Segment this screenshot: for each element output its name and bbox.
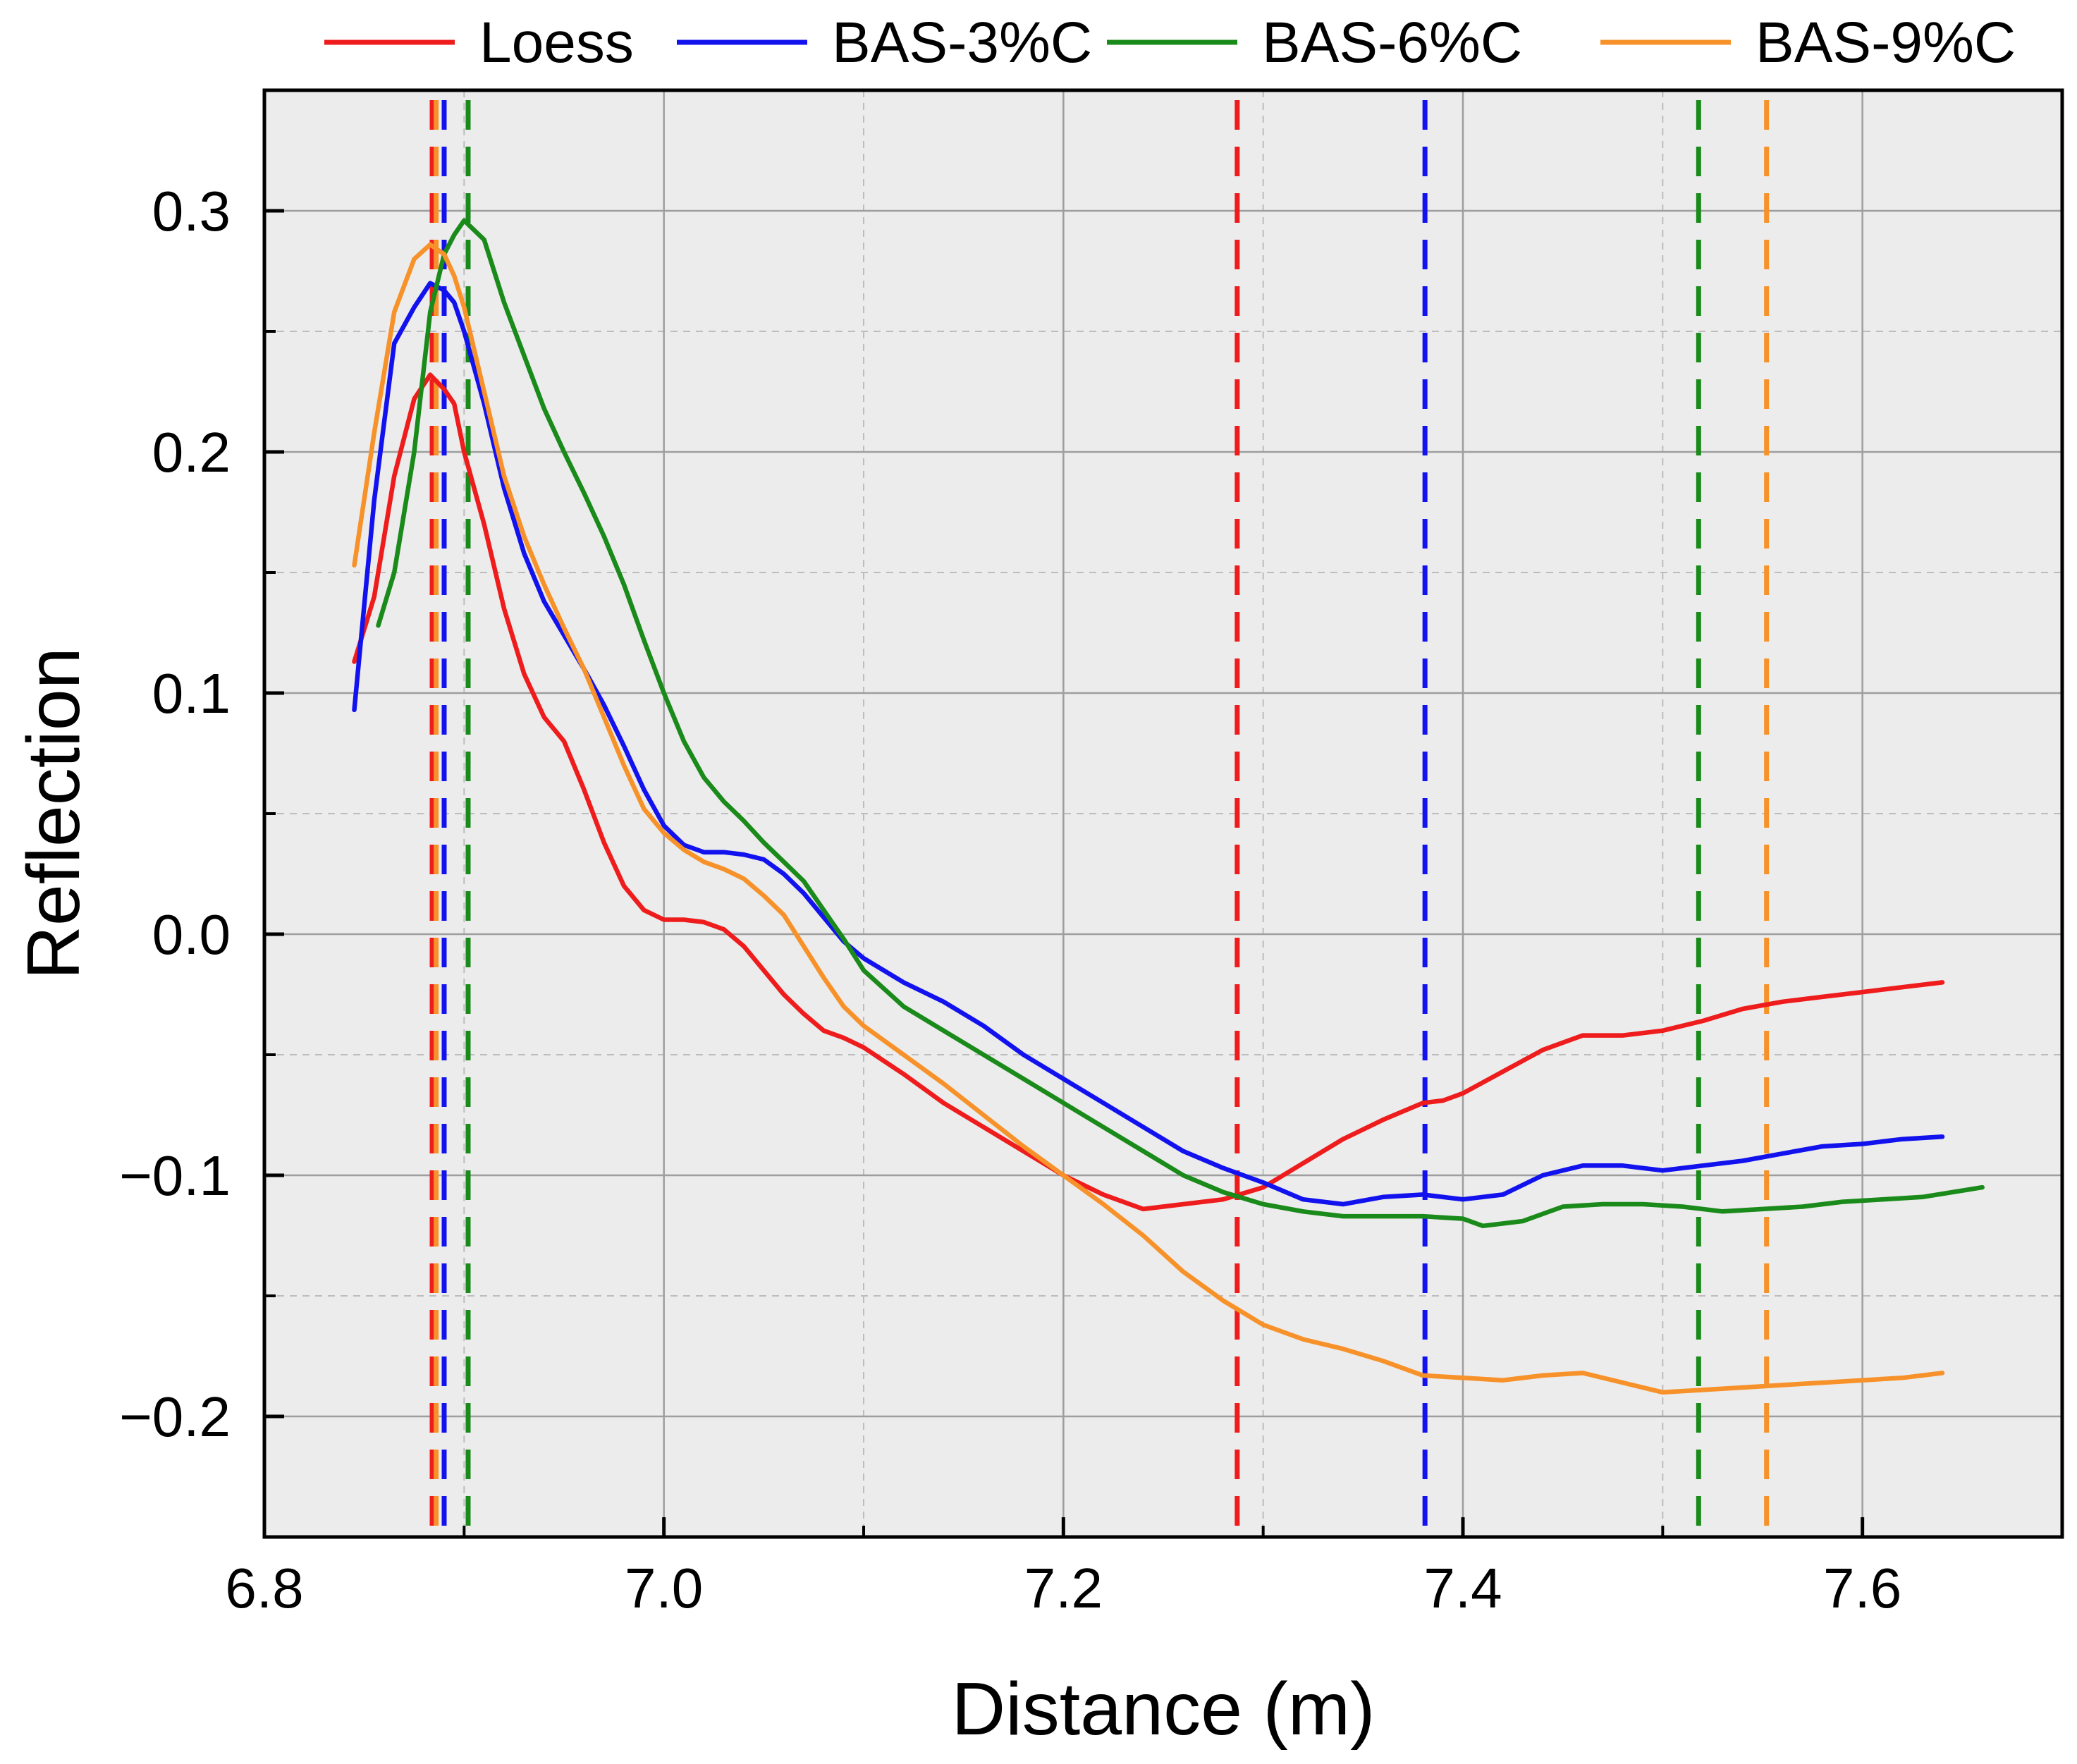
- y-tick-label: −0.1: [119, 1144, 231, 1207]
- x-axis-label: Distance (m): [952, 1667, 1376, 1751]
- y-tick-label: 0.0: [152, 903, 231, 966]
- legend: Loess BAS-3%C BAS-6%C BAS-9%C: [324, 11, 2016, 75]
- legend-label: BAS-3%C: [832, 11, 1092, 75]
- x-tick-label: 7.4: [1423, 1557, 1502, 1619]
- x-tick-label: 6.8: [225, 1557, 303, 1619]
- x-tick-label: 7.2: [1024, 1557, 1103, 1619]
- legend-label: BAS-9%C: [1756, 11, 2016, 75]
- x-tick-label: 7.6: [1823, 1557, 1901, 1619]
- y-axis-label: Reflection: [12, 647, 95, 979]
- axis-ticks: [262, 209, 2064, 1537]
- series-lines: [352, 218, 1985, 1395]
- y-tick-label: 0.1: [152, 662, 231, 725]
- series-line-bas-9-c: [352, 242, 1945, 1395]
- y-tick-label: 0.3: [152, 180, 231, 243]
- legend-label: BAS-6%C: [1262, 11, 1522, 75]
- y-tick-label: −0.2: [119, 1385, 231, 1448]
- legend-label: Loess: [479, 11, 634, 75]
- series-line-bas-6-c: [376, 218, 1985, 1229]
- series-line-bas-3-c: [352, 281, 1945, 1207]
- x-tick-label: 7.0: [625, 1557, 703, 1619]
- tick-labels: 6.8 7.0 7.2 7.4 7.6 −0.2 −0.1 0.0 0.1 0.2 0.3: [119, 180, 1901, 1619]
- series-line-loess: [352, 372, 1945, 1212]
- y-tick-label: 0.2: [152, 421, 231, 484]
